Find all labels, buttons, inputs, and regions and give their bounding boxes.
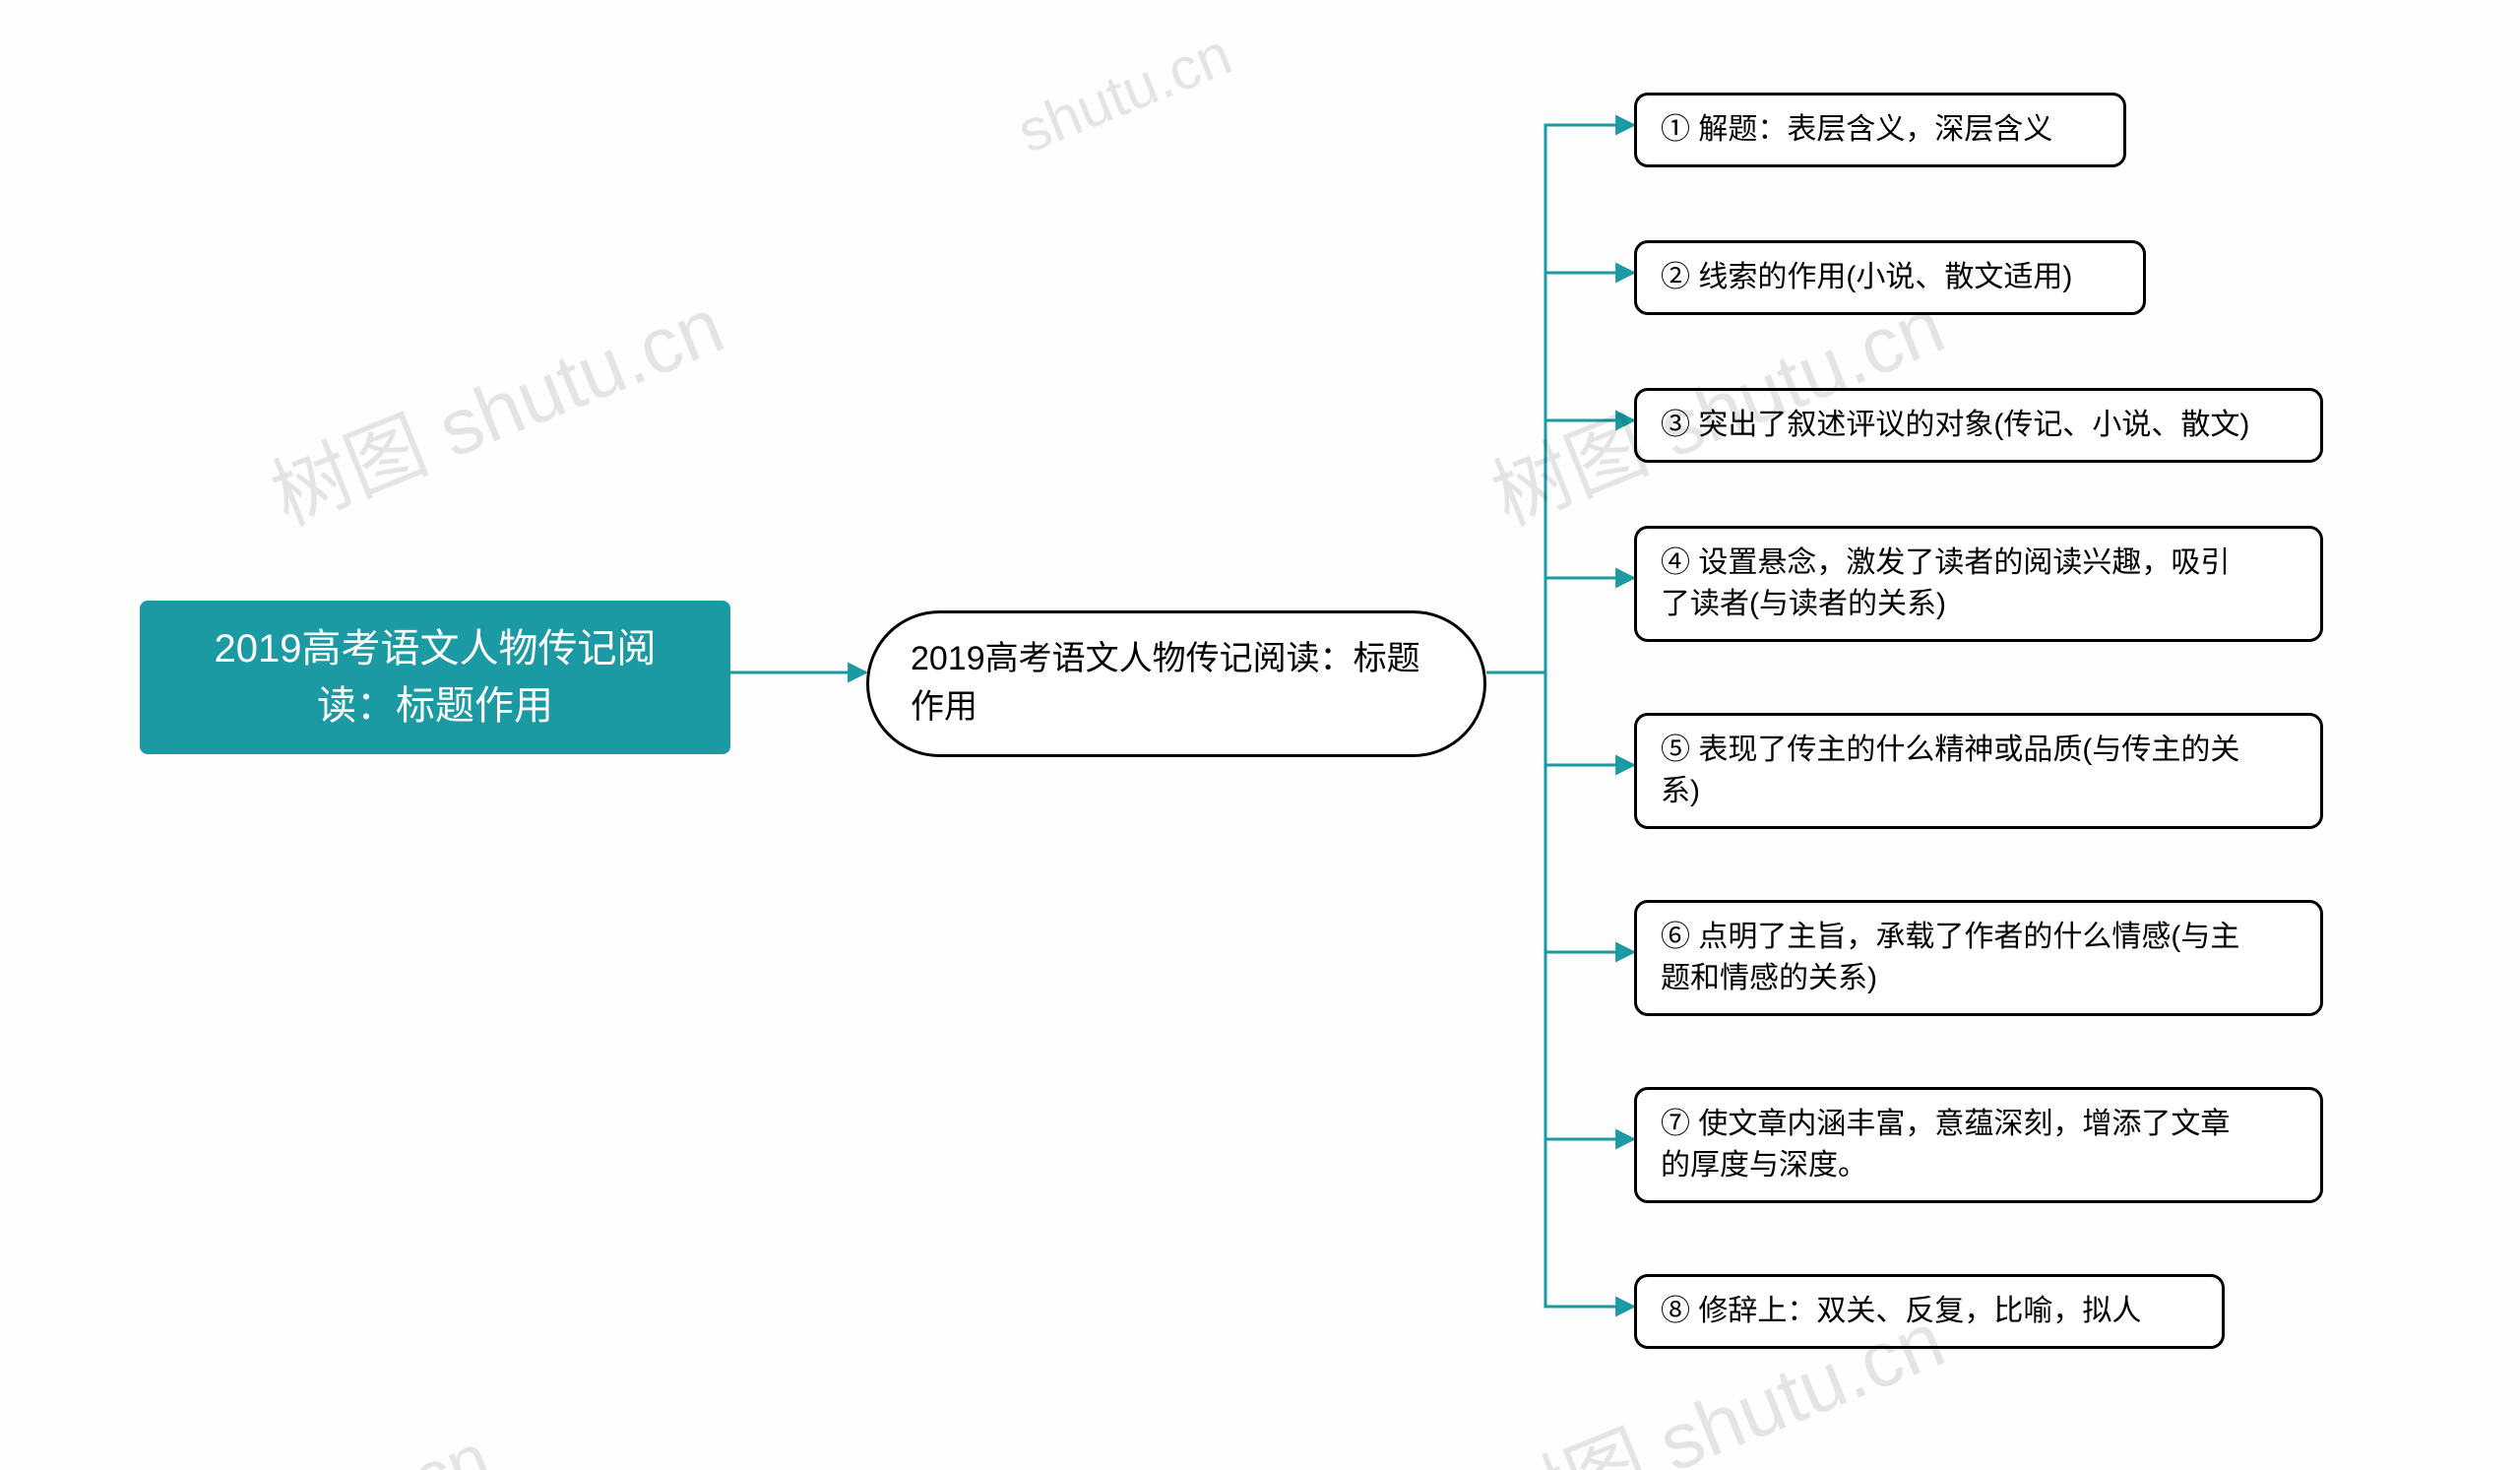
watermark: 树图 shutu.cn: [253, 263, 738, 547]
leaf-node[interactable]: ② 线索的作用(小说、散文适用): [1634, 240, 2146, 315]
watermark: shutu.cn: [1008, 20, 1240, 166]
watermark: .cn: [383, 1418, 501, 1470]
leaf-label: ⑥ 点明了主旨，承载了作者的什么情感(与主题和情感的关系): [1661, 917, 2239, 999]
leaf-node[interactable]: ⑥ 点明了主旨，承载了作者的什么情感(与主题和情感的关系): [1634, 900, 2323, 1016]
root-label: 2019高考语文人物传记阅读：标题作用: [215, 620, 657, 735]
leaf-node[interactable]: ⑧ 修辞上：双关、反复，比喻，拟人: [1634, 1274, 2225, 1349]
leaf-label: ④ 设置悬念，激发了读者的阅读兴趣，吸引了读者(与读者的关系): [1661, 543, 2230, 625]
leaf-label: ⑧ 修辞上：双关、反复，比喻，拟人: [1661, 1291, 2141, 1332]
leaf-label: ② 线索的作用(小说、散文适用): [1661, 257, 2072, 298]
leaf-node[interactable]: ④ 设置悬念，激发了读者的阅读兴趣，吸引了读者(与读者的关系): [1634, 526, 2323, 642]
leaf-label: ③ 突出了叙述评议的对象(传记、小说、散文): [1661, 405, 2249, 446]
leaf-node[interactable]: ⑦ 使文章内涵丰富，意蕴深刻，增添了文章的厚度与深度。: [1634, 1087, 2323, 1203]
leaf-node[interactable]: ③ 突出了叙述评议的对象(传记、小说、散文): [1634, 388, 2323, 463]
leaf-label: ⑤ 表现了传主的什么精神或品质(与传主的关系): [1661, 730, 2239, 812]
mid-node[interactable]: 2019高考语文人物传记阅读：标题作用: [866, 610, 1486, 757]
leaf-label: ⑦ 使文章内涵丰富，意蕴深刻，增添了文章的厚度与深度。: [1661, 1104, 2230, 1186]
mindmap-canvas: 2019高考语文人物传记阅读：标题作用 2019高考语文人物传记阅读：标题作用 …: [0, 0, 2520, 1470]
leaf-node[interactable]: ⑤ 表现了传主的什么精神或品质(与传主的关系): [1634, 713, 2323, 829]
mid-label: 2019高考语文人物传记阅读：标题作用: [911, 635, 1420, 733]
leaf-label: ① 解题：表层含义，深层含义: [1661, 109, 2052, 151]
root-node[interactable]: 2019高考语文人物传记阅读：标题作用: [140, 601, 730, 754]
leaf-node[interactable]: ① 解题：表层含义，深层含义: [1634, 93, 2126, 167]
